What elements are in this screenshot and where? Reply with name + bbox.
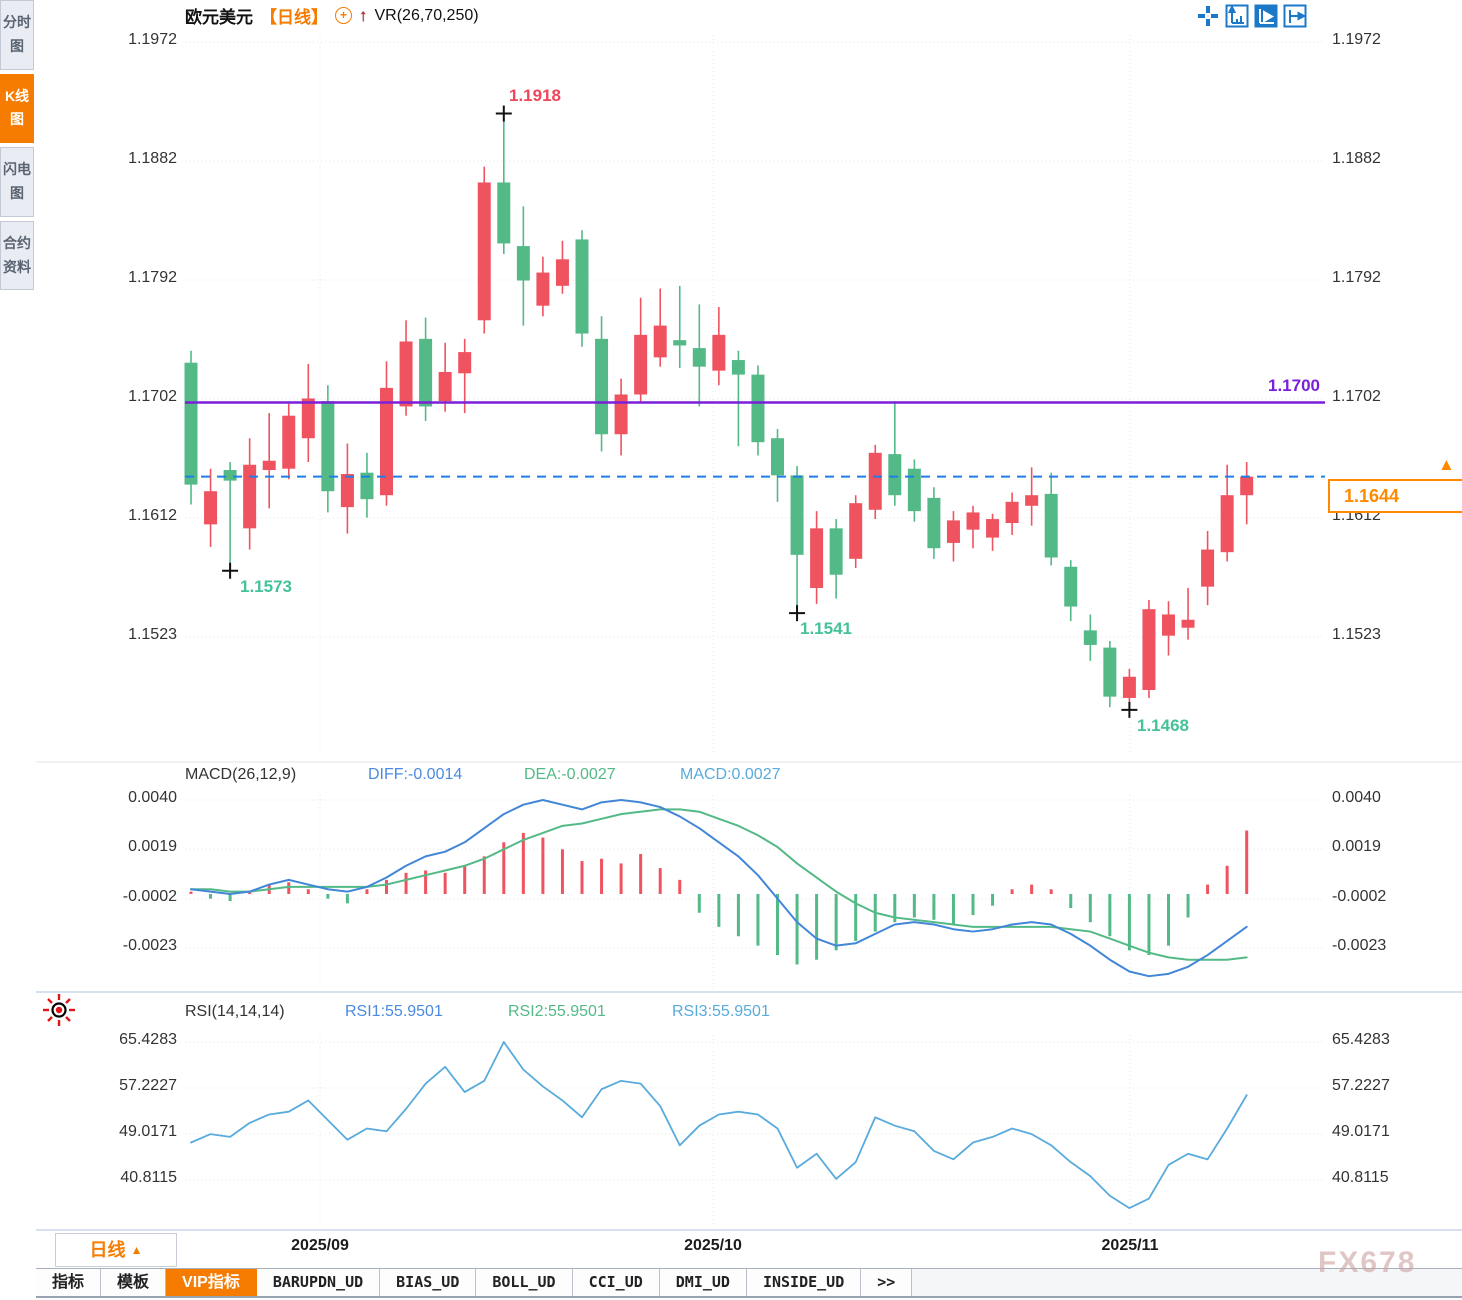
rsi-axis-label-left: 40.8115 — [120, 1169, 177, 1186]
price-axis-label-left: 1.1972 — [128, 31, 177, 48]
macd-title[interactable]: MACD(26,12,9) — [185, 766, 297, 783]
indicator-tab-vip指标[interactable]: VIP指标 — [166, 1269, 257, 1296]
watermark: FX678 — [1318, 1246, 1417, 1279]
sidebar-tab-1[interactable]: 分时图 — [0, 0, 34, 70]
sidebar-tab-4[interactable]: 合约资料 — [0, 220, 34, 291]
rsi2-value: RSI2:55.9501 — [508, 1003, 606, 1020]
support-line-label: 1.1700 — [1268, 376, 1320, 395]
price-axis-label-left: 1.1612 — [128, 507, 177, 524]
rsi1-value: RSI1:55.9501 — [345, 1003, 443, 1020]
indicator-tab-bar: 指标 模板 VIP指标 BARUPDN_UD BIAS_UD BOLL_UD CCI_UD D… — [36, 1268, 1462, 1298]
rsi-title[interactable]: RSI(14,14,14) — [185, 1003, 285, 1020]
price-up-triangle-icon: ▲ — [1438, 455, 1455, 474]
price-axis-label-left: 1.1702 — [128, 388, 177, 405]
symbol-name: 欧元美元 — [185, 8, 253, 27]
up-arrow-icon: ↑ — [359, 5, 368, 25]
x-axis-month-label: 2025/11 — [1101, 1237, 1159, 1254]
price-axis-label-left: 1.1882 — [128, 150, 177, 167]
macd-dea-value: DEA:-0.0027 — [524, 766, 616, 783]
rsi-axis-label-right: 40.8115 — [1332, 1169, 1389, 1186]
rsi-axis-label-left: 65.4283 — [119, 1031, 177, 1048]
compare-add-icon[interactable]: + — [335, 7, 352, 24]
period-selector-button[interactable]: 日线 ▲ — [55, 1233, 177, 1267]
high-price-annotation: 1.1918 — [509, 86, 561, 105]
indicator-tab-inside-ud[interactable]: INSIDE_UD — [746, 1269, 862, 1296]
chart-type-sidebar: 分时图 K线图 闪电图 合约资料 — [0, 0, 36, 1300]
price-axis-label-right: 1.1882 — [1332, 150, 1381, 167]
timeframe-label[interactable]: 【日线】 — [260, 8, 328, 27]
macd-axis-label-right: 0.0040 — [1332, 789, 1381, 806]
vr-indicator-label[interactable]: VR(26,70,250) — [374, 6, 479, 24]
hot-indicator-sun-icon[interactable] — [40, 991, 78, 1029]
rsi-axis-label-right: 57.2227 — [1332, 1077, 1390, 1094]
price-axis-label-right: 1.1702 — [1332, 388, 1381, 405]
x-axis-month-label: 2025/10 — [684, 1237, 742, 1254]
axis-zoom-icon[interactable] — [1225, 4, 1249, 33]
axis-pan-icon[interactable] — [1283, 4, 1307, 33]
macd-diff-value: DIFF:-0.0014 — [368, 766, 463, 783]
indicator-tab-barupdn-ud[interactable]: BARUPDN_UD — [256, 1269, 381, 1296]
axis-play-icon[interactable] — [1254, 4, 1278, 33]
indicator-tab-模板[interactable]: 模板 — [101, 1269, 167, 1296]
sidebar-tab-3[interactable]: 闪电图 — [0, 147, 34, 217]
macd-axis-label-right: -0.0002 — [1332, 888, 1387, 905]
macd-axis-label-left: 0.0040 — [128, 789, 177, 806]
indicator-tab->>[interactable]: >> — [861, 1269, 913, 1296]
chart-title-bar: 欧元美元 【日线】 + ↑ VR(26,70,250) — [185, 3, 479, 28]
last-price-tag: 1.1644 — [1328, 479, 1462, 513]
low-price-annotation-1: 1.1573 — [240, 577, 292, 596]
period-label: 日线 — [89, 1240, 126, 1260]
indicator-tab-cci-ud[interactable]: CCI_UD — [572, 1269, 660, 1296]
rsi-axis-label-left: 57.2227 — [119, 1077, 177, 1094]
rsi3-value: RSI3:55.9501 — [672, 1003, 770, 1020]
price-axis-label-left: 1.1523 — [128, 626, 177, 643]
low-price-annotation-2: 1.1541 — [800, 619, 852, 638]
chart-layout-toolbar — [1196, 4, 1307, 33]
macd-axis-label-right: -0.0023 — [1332, 937, 1387, 954]
macd-axis-label-left: -0.0002 — [122, 888, 177, 905]
sidebar-tab-2[interactable]: K线图 — [0, 73, 34, 144]
price-axis-label-left: 1.1792 — [128, 269, 177, 286]
rsi-axis-label-right: 65.4283 — [1332, 1031, 1390, 1048]
macd-axis-label-right: 0.0019 — [1332, 838, 1381, 855]
low-price-annotation-3: 1.1468 — [1137, 716, 1189, 735]
price-axis-label-right: 1.1523 — [1332, 626, 1381, 643]
layout-grid-icon[interactable] — [1196, 4, 1220, 33]
x-axis-month-label: 2025/09 — [291, 1237, 349, 1254]
rsi-axis-label-right: 49.0171 — [1332, 1123, 1390, 1140]
macd-axis-label-left: 0.0019 — [128, 838, 177, 855]
indicator-tab-dmi-ud[interactable]: DMI_UD — [659, 1269, 747, 1296]
macd-hist-value: MACD:0.0027 — [680, 766, 781, 783]
macd-axis-label-left: -0.0023 — [122, 937, 177, 954]
rsi-axis-label-left: 49.0171 — [119, 1123, 177, 1140]
price-axis-label-right: 1.1792 — [1332, 269, 1381, 286]
price-axis-label-right: 1.1972 — [1332, 31, 1381, 48]
indicator-tab-bias-ud[interactable]: BIAS_UD — [380, 1269, 477, 1296]
period-triangle-icon: ▲ — [130, 1243, 143, 1257]
indicator-tab-指标[interactable]: 指标 — [36, 1269, 102, 1296]
indicator-tab-boll-ud[interactable]: BOLL_UD — [476, 1269, 573, 1296]
